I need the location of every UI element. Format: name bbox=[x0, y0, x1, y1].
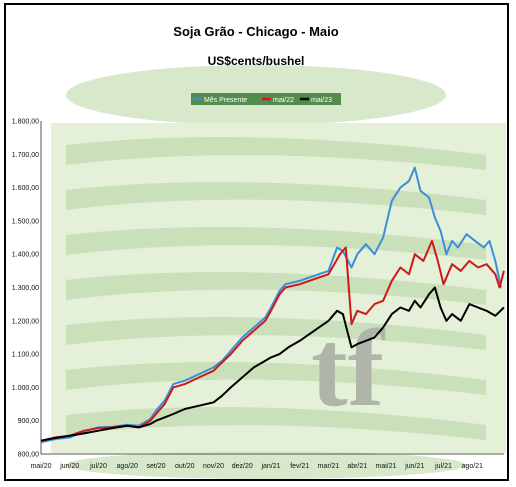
watermark-stripe bbox=[66, 182, 486, 215]
x-tick-label: mar/21 bbox=[318, 463, 340, 470]
watermark-text: tf bbox=[311, 307, 386, 429]
watermark-stripe bbox=[66, 227, 486, 260]
x-tick-label: jan/21 bbox=[260, 463, 280, 470]
y-tick-label: 1.700,00 bbox=[12, 152, 39, 159]
x-tick-label: abr/21 bbox=[347, 463, 367, 470]
x-tick-label: ago/20 bbox=[117, 463, 139, 470]
y-tick-label: 1.800,00 bbox=[12, 119, 39, 126]
chart-svg: tf Soja Grão - Chicago - Maio US$cents/b… bbox=[12, 24, 506, 479]
watermark-stripe bbox=[66, 362, 486, 395]
y-tick-label: 1.500,00 bbox=[12, 218, 39, 225]
y-tick-label: 1.100,00 bbox=[12, 352, 39, 359]
chart-title: Soja Grão - Chicago - Maio bbox=[173, 24, 338, 39]
x-tick-label: mai/21 bbox=[375, 463, 396, 470]
x-tick-label: ago/21 bbox=[462, 463, 484, 470]
y-tick-label: 1.600,00 bbox=[12, 185, 39, 192]
y-tick-label: 1.200,00 bbox=[12, 318, 39, 325]
x-tick-label: out/20 bbox=[175, 463, 195, 470]
x-tick-label: nov/20 bbox=[203, 463, 224, 470]
x-tick-label: fev/21 bbox=[290, 463, 309, 470]
watermark-arc-bottom bbox=[66, 451, 466, 479]
x-tick-label: set/20 bbox=[146, 463, 165, 470]
y-tick-label: 900,00 bbox=[18, 418, 40, 425]
legend-label-mes-presente: Mês Presente bbox=[204, 97, 247, 104]
x-tick-label: dez/20 bbox=[232, 463, 253, 470]
chart-subtitle: US$cents/bushel bbox=[208, 54, 305, 68]
y-axis-ticks: 800,00 900,00 1.000,00 1.100,00 1.200,00 1.30… bbox=[12, 119, 39, 459]
series-lines bbox=[40, 166, 505, 444]
legend: Mês Presente mai/22 mai/23 bbox=[191, 93, 341, 105]
x-tick-label: jul/21 bbox=[434, 463, 452, 470]
x-tick-label: jun/20 bbox=[59, 463, 79, 470]
series-line-1 bbox=[40, 239, 505, 442]
y-tick-label: 800,00 bbox=[18, 452, 40, 459]
legend-label-mai22: mai/22 bbox=[273, 97, 294, 104]
watermark-stripe bbox=[66, 137, 486, 170]
y-tick-label: 1.000,00 bbox=[12, 385, 39, 392]
x-tick-label: jun/21 bbox=[404, 463, 424, 470]
x-tick-label: mai/20 bbox=[30, 463, 51, 470]
legend-label-mai23: mai/23 bbox=[311, 97, 332, 104]
watermark-logo: tf bbox=[51, 65, 506, 479]
series-line-0 bbox=[40, 166, 502, 444]
x-axis-ticks: mai/20 jun/20 jul/20 ago/20 set/20 out/20 nov/… bbox=[30, 463, 483, 470]
watermark-stripe bbox=[66, 272, 486, 305]
watermark-stripe bbox=[66, 317, 486, 350]
y-tick-label: 1.300,00 bbox=[12, 285, 39, 292]
x-tick-label: jul/20 bbox=[89, 463, 107, 470]
series-line-2 bbox=[40, 286, 505, 442]
chart-frame: tf Soja Grão - Chicago - Maio US$cents/b… bbox=[4, 3, 509, 481]
y-tick-label: 1.400,00 bbox=[12, 252, 39, 259]
